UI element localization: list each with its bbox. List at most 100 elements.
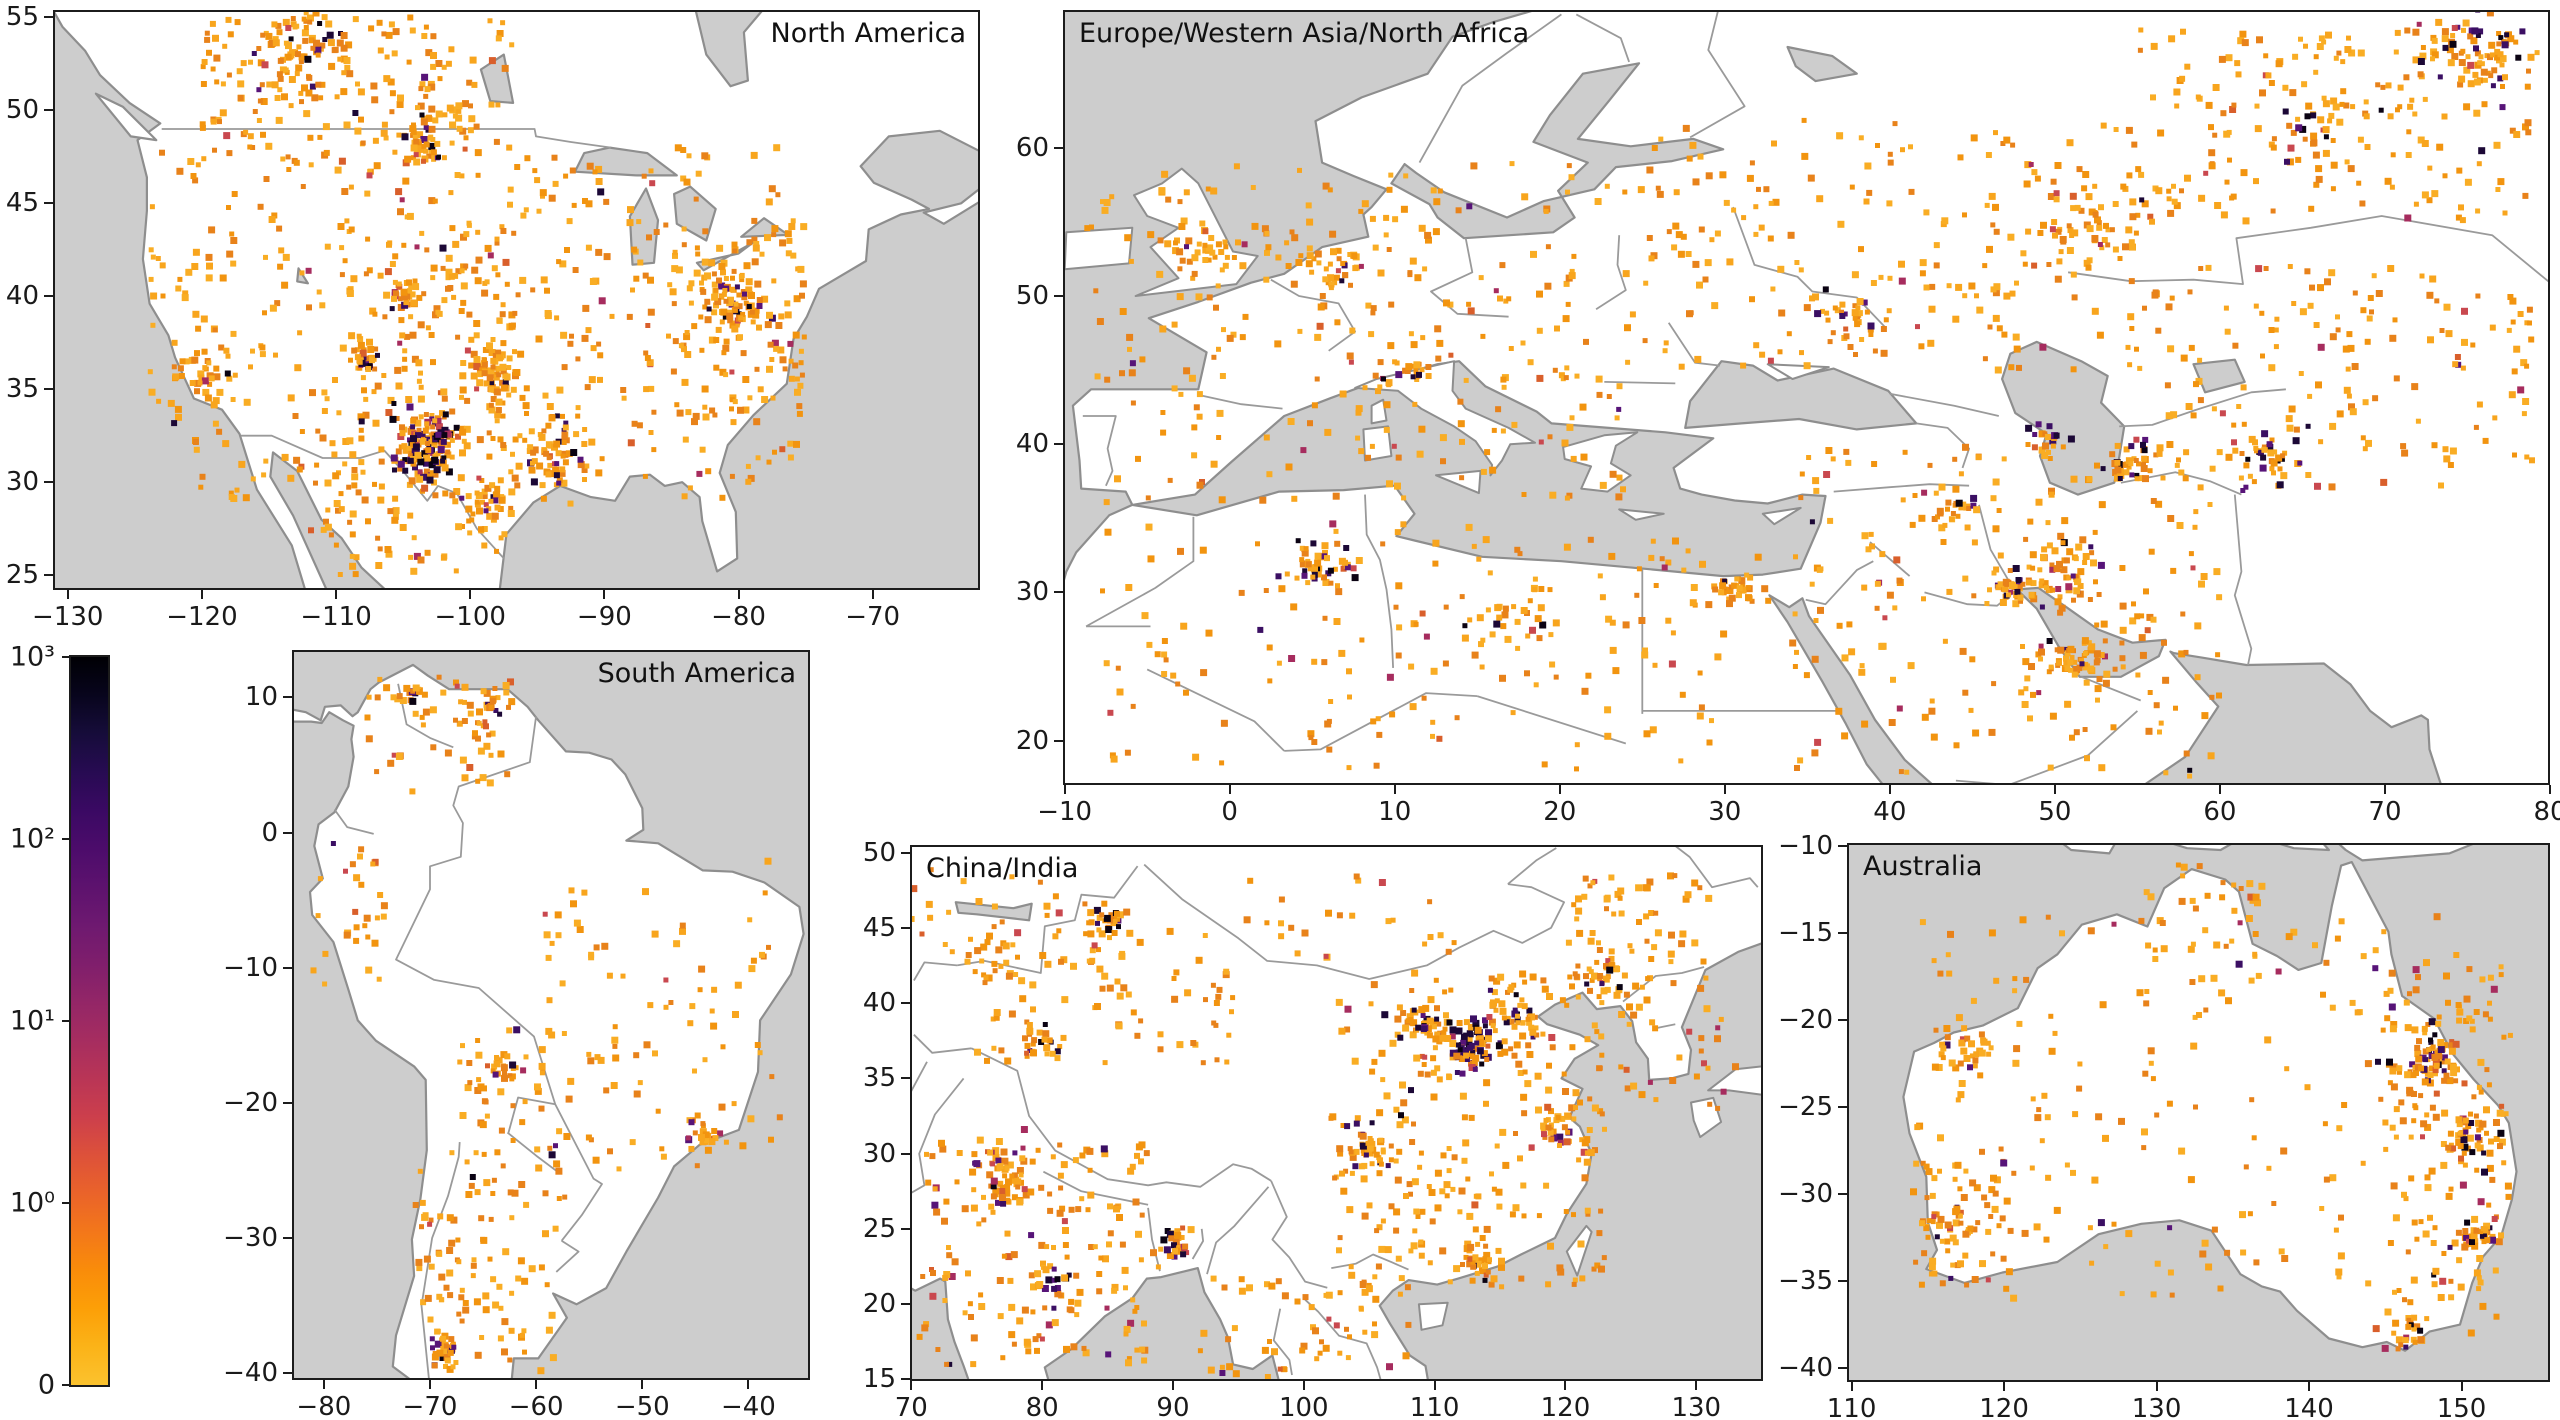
flux-point — [1372, 1274, 1378, 1280]
flux-point — [1311, 402, 1318, 409]
flux-point — [409, 697, 417, 705]
flux-point — [597, 188, 605, 196]
flux-point — [1793, 554, 1798, 560]
flux-point — [2209, 694, 2215, 700]
flux-point — [2457, 81, 2464, 88]
flux-point — [202, 388, 210, 396]
flux-point — [699, 446, 706, 453]
flux-point — [1472, 1019, 1480, 1027]
flux-point — [1648, 554, 1655, 561]
flux-point — [1370, 718, 1377, 725]
flux-point — [538, 1062, 546, 1070]
x-tick-label: −60 — [508, 1392, 564, 1420]
flux-point — [402, 177, 410, 185]
flux-point — [1653, 910, 1659, 916]
flux-point — [1355, 557, 1363, 564]
flux-point — [1938, 524, 1946, 532]
flux-point — [1726, 600, 1733, 608]
y-tick-label: 30 — [5, 467, 39, 498]
flux-point — [1365, 1140, 1371, 1146]
flux-point — [1569, 415, 1575, 421]
flux-point — [2165, 412, 2173, 420]
flux-point — [482, 719, 488, 725]
flux-point — [508, 1327, 515, 1334]
flux-point — [2122, 243, 2129, 251]
flux-point — [2157, 129, 2165, 137]
flux-point — [2073, 587, 2081, 595]
flux-point — [283, 40, 289, 46]
flux-point — [2441, 35, 2449, 43]
flux-point — [483, 742, 491, 750]
flux-point — [1908, 188, 1915, 195]
flux-point — [149, 204, 155, 210]
flux-point — [1317, 303, 1325, 311]
flux-point — [2205, 264, 2212, 271]
flux-point — [2506, 327, 2512, 333]
flux-point — [740, 289, 746, 294]
flux-point — [333, 542, 339, 548]
flux-point — [487, 18, 493, 24]
flux-point — [547, 1145, 553, 1151]
flux-point — [938, 1139, 945, 1147]
flux-point — [2336, 118, 2344, 126]
flux-point — [493, 293, 500, 300]
flux-point — [2489, 324, 2496, 331]
flux-point — [2395, 107, 2400, 113]
flux-point — [2109, 451, 2116, 458]
flux-point — [207, 381, 213, 387]
flux-point — [344, 218, 350, 224]
flux-point — [2362, 446, 2368, 452]
flux-point — [2470, 342, 2476, 348]
flux-point — [517, 433, 523, 439]
flux-point — [1095, 920, 1100, 926]
flux-point — [2212, 132, 2218, 138]
flux-point — [1380, 1149, 1386, 1155]
flux-point — [2028, 663, 2035, 670]
flux-point — [1274, 340, 1282, 348]
flux-point — [732, 1011, 739, 1018]
flux-point — [1188, 374, 1196, 382]
flux-point — [2430, 56, 2435, 62]
y-tick-label: 20 — [1015, 725, 1049, 756]
flux-point — [504, 1053, 511, 1060]
flux-point — [1203, 997, 1208, 1003]
flux-point — [1353, 1120, 1360, 1127]
flux-point — [1173, 240, 1178, 246]
flux-point — [200, 64, 206, 70]
flux-point — [205, 253, 213, 261]
flux-point — [1477, 1048, 1484, 1055]
flux-point — [370, 861, 376, 867]
flux-point — [753, 418, 761, 426]
x-tick-label: 70 — [2368, 797, 2402, 827]
flux-point — [2046, 262, 2052, 267]
flux-point — [2208, 124, 2214, 131]
flux-point — [307, 134, 314, 141]
flux-point — [2451, 53, 2459, 60]
flux-point — [1138, 1257, 1144, 1263]
flux-point — [1475, 1193, 1482, 1200]
flux-point — [242, 494, 250, 502]
flux-point — [1393, 604, 1399, 610]
flux-point — [1022, 1035, 1028, 1042]
flux-point — [2086, 640, 2092, 646]
flux-point — [2268, 327, 2275, 333]
flux-point — [2417, 71, 2424, 78]
flux-point — [2058, 249, 2064, 255]
flux-point — [736, 292, 742, 298]
flux-point — [2066, 139, 2074, 147]
flux-point — [416, 131, 424, 139]
flux-point — [1942, 522, 1948, 528]
flux-point — [636, 219, 642, 225]
flux-point — [691, 323, 698, 330]
flux-point — [443, 1364, 448, 1369]
flux-point — [450, 1364, 456, 1370]
flux-point — [435, 417, 442, 424]
flux-point — [1880, 349, 1888, 357]
flux-point — [387, 759, 395, 767]
flux-point — [468, 1182, 475, 1189]
flux-point — [303, 110, 311, 118]
flux-point — [2279, 456, 2285, 462]
flux-point — [1868, 531, 1874, 537]
flux-point — [1043, 1044, 1051, 1052]
flux-point — [1233, 163, 1240, 170]
